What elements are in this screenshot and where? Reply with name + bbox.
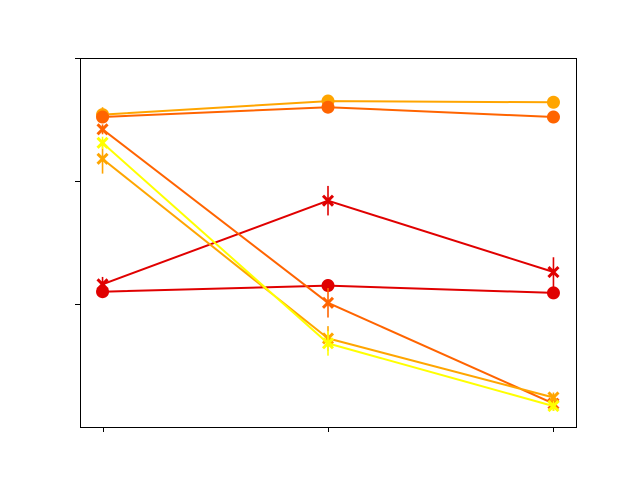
series-1-point-1 [321,100,335,114]
series-6-point-0 [96,136,109,149]
series-2-point-1 [321,279,335,293]
plot-area [96,94,560,413]
series-4-point-0 [96,123,109,136]
series-3-point-2 [547,265,560,279]
series-4-line [101,128,555,405]
series-0-point-2 [546,95,560,109]
series-4 [96,123,560,412]
series-6-point-2 [547,400,560,413]
series-1 [96,100,560,124]
series-4-point-1 [321,296,335,309]
series-6 [96,136,560,413]
series-5-point-0 [96,152,109,165]
series-2-point-2 [546,286,560,300]
series-1-point-0 [96,110,110,124]
series-3-point-1 [321,194,335,207]
series-6-point-1 [321,337,335,350]
series-1-point-2 [546,110,560,124]
axes-frame [80,58,577,428]
series-3 [96,185,560,292]
series-5 [96,144,560,404]
series-3-point-0 [96,278,109,291]
